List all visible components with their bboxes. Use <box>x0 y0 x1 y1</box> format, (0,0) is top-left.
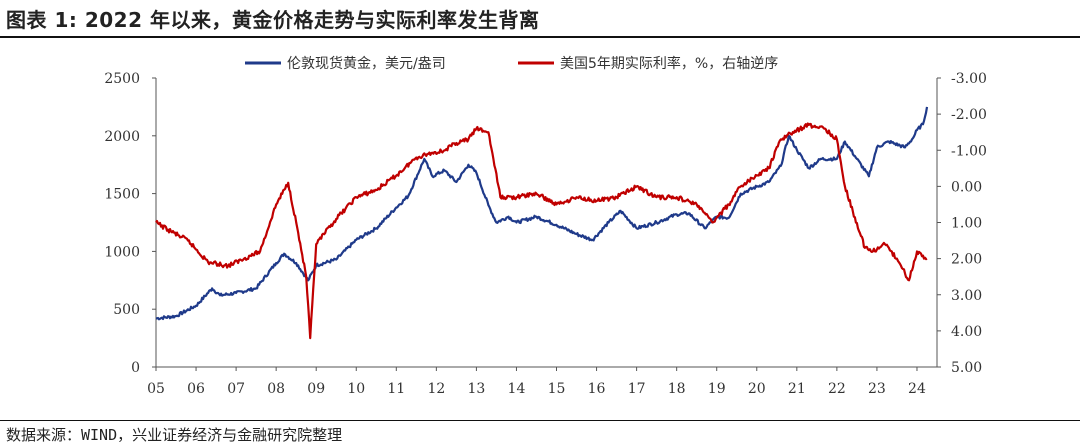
right-tick-label: 1.00 <box>951 216 982 232</box>
right-axis: -3.00 -2.00 -1.00 0.00 1.00 2.00 3.00 4.00 5.00 <box>936 71 987 376</box>
x-tick-label: 10 <box>347 381 365 397</box>
x-tick-label: 09 <box>307 381 325 397</box>
x-tick-label: 05 <box>147 381 165 397</box>
legend: 伦敦现货黄金，美元/盎司 美国5年期实际利率，%，右轴逆序 <box>245 55 778 72</box>
x-tick-label: 07 <box>227 381 245 397</box>
x-tick-label: 06 <box>187 381 205 397</box>
x-tick-label: 15 <box>548 381 566 397</box>
left-tick-label: 2000 <box>104 129 140 145</box>
x-axis: 05 06 07 08 09 10 11 12 13 14 15 16 17 18 19 20 21 22 23 24 <box>147 366 937 397</box>
x-tick-label: 14 <box>508 381 526 397</box>
x-tick-label: 13 <box>467 381 485 397</box>
x-tick-label: 19 <box>708 381 726 397</box>
right-tick-label: -1.00 <box>951 143 987 159</box>
x-tick-label: 21 <box>788 381 806 397</box>
x-tick-label: 20 <box>748 381 766 397</box>
x-tick-label: 12 <box>427 381 445 397</box>
left-axis: 0 500 1000 1500 2000 2500 <box>104 71 157 376</box>
left-tick-label: 1000 <box>104 244 140 260</box>
chart-svg: 0 500 1000 1500 2000 2500 -3.00 -2.00 -1.00 0.00… <box>104 55 987 397</box>
right-tick-label: 5.00 <box>951 360 982 376</box>
right-tick-label: -2.00 <box>951 107 987 123</box>
left-tick-label: 500 <box>113 302 140 318</box>
right-tick-label: -3.00 <box>951 71 987 87</box>
chart-title: 图表 1: 2022 年以来，黄金价格走势与实际利率发生背离 <box>6 8 540 32</box>
title-rule <box>0 36 1080 38</box>
x-tick-label: 08 <box>267 381 285 397</box>
source-rule <box>0 420 1080 421</box>
legend-label-rate: 美国5年期实际利率，%，右轴逆序 <box>560 55 778 72</box>
x-tick-label: 23 <box>868 381 886 397</box>
right-tick-label: 2.00 <box>951 252 982 268</box>
x-tick-label: 16 <box>588 381 606 397</box>
series-line-rate <box>155 122 928 340</box>
legend-label-gold: 伦敦现货黄金，美元/盎司 <box>287 55 446 72</box>
right-tick-label: 0.00 <box>951 179 982 195</box>
x-tick-label: 11 <box>387 381 405 397</box>
left-tick-label: 1500 <box>104 187 140 203</box>
right-tick-label: 4.00 <box>951 324 982 340</box>
x-tick-label: 18 <box>668 381 686 397</box>
series-layer <box>155 106 929 340</box>
right-tick-label: 3.00 <box>951 288 982 304</box>
left-tick-label: 2500 <box>104 71 140 87</box>
left-tick-label: 0 <box>131 360 140 376</box>
series-line-gold <box>155 106 929 321</box>
x-tick-label: 22 <box>828 381 846 397</box>
source-note: 数据来源：WIND，兴业证券经济与金融研究院整理 <box>6 426 343 444</box>
x-tick-label: 17 <box>628 381 646 397</box>
x-tick-label: 24 <box>908 381 926 397</box>
